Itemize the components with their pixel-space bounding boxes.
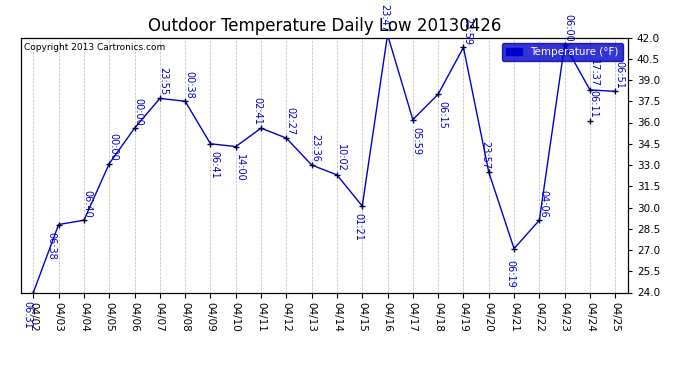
Text: 04:06: 04:06 bbox=[538, 190, 548, 217]
Text: 23:59: 23:59 bbox=[462, 16, 472, 45]
Text: 06:51: 06:51 bbox=[614, 61, 624, 88]
Text: 23:57: 23:57 bbox=[480, 141, 490, 169]
Text: 23:36: 23:36 bbox=[310, 134, 320, 162]
Text: 06:19: 06:19 bbox=[505, 260, 515, 288]
Legend: Temperature (°F): Temperature (°F) bbox=[502, 43, 622, 61]
Text: 06:31: 06:31 bbox=[22, 301, 32, 329]
Text: 23:47: 23:47 bbox=[379, 4, 388, 32]
Text: 00:38: 00:38 bbox=[184, 70, 194, 98]
Text: 06:40: 06:40 bbox=[83, 190, 92, 217]
Text: 10:02: 10:02 bbox=[336, 144, 346, 172]
Text: 06:41: 06:41 bbox=[209, 151, 219, 178]
Text: 00:00: 00:00 bbox=[108, 133, 118, 161]
Text: 23:55: 23:55 bbox=[159, 68, 168, 96]
Text: 17:37: 17:37 bbox=[589, 59, 599, 87]
Text: 02:27: 02:27 bbox=[285, 107, 295, 135]
Text: 06:00: 06:00 bbox=[564, 14, 573, 42]
Text: 00:00: 00:00 bbox=[133, 98, 144, 125]
Text: Copyright 2013 Cartronics.com: Copyright 2013 Cartronics.com bbox=[23, 43, 165, 52]
Text: 05:59: 05:59 bbox=[412, 127, 422, 155]
Text: 06:15: 06:15 bbox=[437, 101, 447, 129]
Text: 01:21: 01:21 bbox=[353, 213, 364, 241]
Text: 14:00: 14:00 bbox=[235, 154, 244, 182]
Title: Outdoor Temperature Daily Low 20130426: Outdoor Temperature Daily Low 20130426 bbox=[148, 16, 501, 34]
Text: 06:11: 06:11 bbox=[589, 90, 599, 118]
Text: 06:38: 06:38 bbox=[46, 232, 56, 260]
Text: 02:41: 02:41 bbox=[253, 98, 262, 125]
